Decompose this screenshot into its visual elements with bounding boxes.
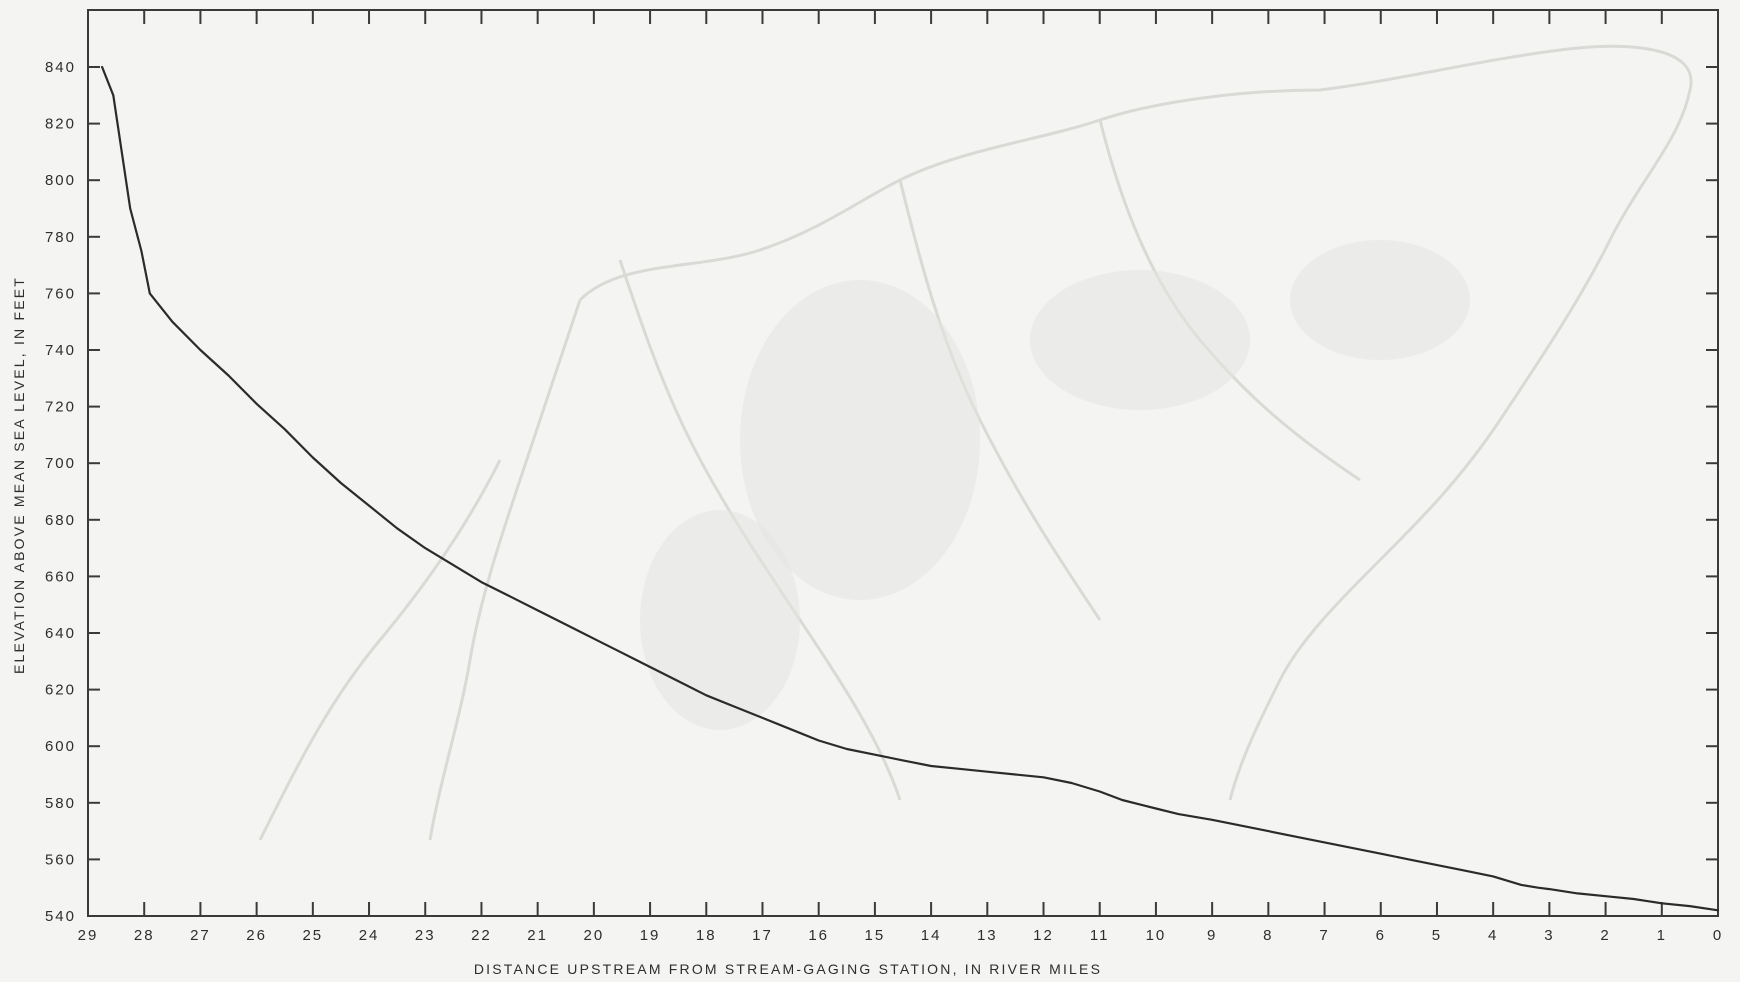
elevation-profile-line [101, 65, 1720, 912]
x-tick-label: 0 [1713, 927, 1723, 944]
x-axis-tick-labels: 29 28 27 26 25 24 23 22 21 20 19 18 17 16 15 14 13 12 11 10… [78, 927, 1723, 944]
x-tick-label: 10 [1146, 927, 1167, 944]
y-tick-label: 600 [45, 738, 76, 755]
y-tick-label: 620 [45, 682, 76, 699]
x-tick-label: 17 [752, 927, 773, 944]
x-tick-label: 24 [359, 927, 380, 944]
x-tick-label: 26 [246, 927, 267, 944]
y-tick-label: 580 [45, 795, 76, 812]
x-tick-label: 5 [1432, 927, 1442, 944]
y-tick-label: 720 [45, 399, 76, 416]
x-tick-label: 2 [1600, 927, 1610, 944]
y-tick-label: 780 [45, 229, 76, 246]
x-tick-label: 22 [471, 927, 492, 944]
y-tick-label: 840 [45, 59, 76, 76]
x-tick-label: 25 [302, 927, 323, 944]
y-tick-label: 800 [45, 172, 76, 189]
y-tick-label: 640 [45, 625, 76, 642]
x-tick-label: 23 [415, 927, 436, 944]
y-tick-label: 820 [45, 116, 76, 133]
x-tick-label: 20 [584, 927, 605, 944]
x-tick-label: 12 [1033, 927, 1054, 944]
x-tick-label: 6 [1376, 927, 1386, 944]
x-tick-label: 3 [1544, 927, 1554, 944]
y-axis-ticks [88, 66, 1718, 917]
x-tick-label: 16 [808, 927, 829, 944]
x-tick-label: 27 [190, 927, 211, 944]
x-tick-label: 11 [1090, 927, 1110, 944]
x-tick-label: 18 [696, 927, 717, 944]
y-tick-label: 540 [45, 908, 76, 925]
x-tick-label: 7 [1319, 927, 1329, 944]
y-tick-label: 700 [45, 455, 76, 472]
y-tick-label: 680 [45, 512, 76, 529]
x-tick-label: 14 [921, 927, 942, 944]
x-tick-label: 9 [1207, 927, 1217, 944]
y-tick-label: 760 [45, 285, 76, 302]
y-tick-label: 560 [45, 851, 76, 868]
x-tick-label: 15 [865, 927, 886, 944]
x-tick-label: 13 [977, 927, 998, 944]
x-tick-label: 29 [78, 927, 99, 944]
x-tick-label: 19 [640, 927, 661, 944]
x-axis-ticks [87, 10, 1719, 916]
x-tick-label: 8 [1263, 927, 1273, 944]
y-axis-tick-labels: 540 560 580 600 620 640 660 680 700 720 740 760 780 8… [45, 59, 76, 925]
x-tick-label: 1 [1657, 927, 1667, 944]
background-map-texture [258, 44, 1693, 841]
x-tick-label: 21 [527, 927, 548, 944]
x-tick-label: 28 [134, 927, 155, 944]
y-tick-label: 660 [45, 568, 76, 585]
y-axis-title: ELEVATION ABOVE MEAN SEA LEVEL, IN FEET [11, 276, 27, 674]
x-tick-label: 4 [1488, 927, 1498, 944]
y-tick-label: 740 [45, 342, 76, 359]
x-axis-title: DISTANCE UPSTREAM FROM STREAM-GAGING STA… [474, 961, 1102, 977]
